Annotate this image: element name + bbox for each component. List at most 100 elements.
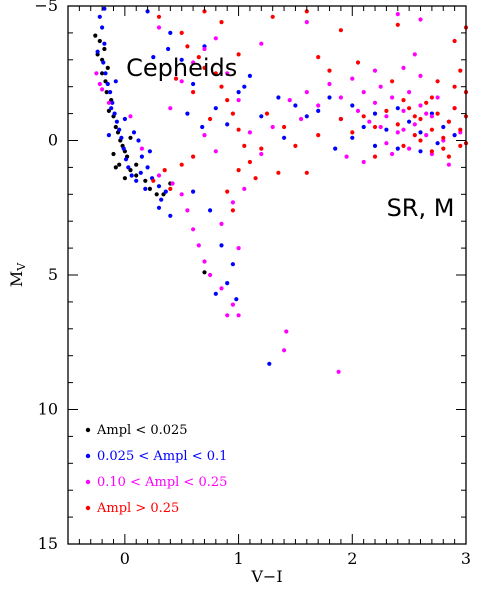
data-point bbox=[191, 81, 196, 87]
data-point bbox=[424, 111, 429, 116]
data-point bbox=[117, 127, 122, 132]
data-point bbox=[134, 178, 139, 183]
data-point bbox=[407, 90, 412, 95]
data-point bbox=[267, 361, 272, 366]
data-point bbox=[230, 208, 235, 213]
data-point bbox=[168, 30, 173, 35]
data-point bbox=[202, 270, 207, 275]
data-point bbox=[110, 100, 115, 105]
data-point bbox=[407, 106, 412, 111]
data-point bbox=[138, 170, 143, 175]
data-point bbox=[384, 141, 389, 146]
data-point bbox=[259, 151, 264, 157]
data-point bbox=[350, 103, 355, 108]
data-point bbox=[123, 157, 129, 162]
data-point bbox=[103, 71, 108, 76]
data-point bbox=[355, 60, 361, 65]
data-point bbox=[202, 133, 207, 138]
data-point bbox=[139, 146, 144, 151]
data-point bbox=[128, 114, 133, 119]
data-point bbox=[390, 95, 395, 100]
data-point bbox=[429, 127, 434, 132]
data-point bbox=[350, 130, 355, 135]
data-point bbox=[378, 84, 383, 89]
data-point bbox=[213, 106, 218, 111]
data-point bbox=[179, 192, 184, 197]
data-point bbox=[435, 111, 440, 116]
data-point bbox=[236, 313, 241, 318]
data-point bbox=[156, 173, 162, 178]
data-point bbox=[418, 149, 423, 154]
data-point bbox=[225, 281, 230, 286]
data-point bbox=[259, 41, 264, 46]
data-point bbox=[336, 369, 341, 374]
x-tick-label: 0 bbox=[120, 549, 130, 568]
data-point bbox=[111, 151, 116, 157]
y-tick-label: 15 bbox=[38, 534, 58, 553]
data-point bbox=[395, 106, 400, 111]
data-point bbox=[418, 130, 423, 135]
data-point bbox=[179, 57, 184, 62]
data-point bbox=[390, 151, 395, 157]
data-point bbox=[219, 84, 224, 89]
data-point bbox=[452, 84, 457, 89]
data-point bbox=[112, 111, 117, 116]
data-point bbox=[219, 20, 224, 25]
data-point bbox=[401, 127, 406, 132]
data-point bbox=[202, 259, 207, 264]
data-point bbox=[299, 116, 304, 122]
data-point bbox=[95, 49, 100, 54]
data-point bbox=[338, 116, 343, 122]
data-point bbox=[191, 227, 196, 232]
data-point bbox=[128, 135, 133, 140]
data-point bbox=[101, 60, 106, 65]
data-point bbox=[109, 106, 114, 111]
data-point bbox=[191, 90, 196, 95]
data-point bbox=[293, 143, 298, 148]
data-point bbox=[219, 243, 224, 248]
y-tick-label: 10 bbox=[38, 400, 58, 419]
data-point bbox=[407, 119, 412, 124]
data-point bbox=[108, 90, 113, 95]
data-point bbox=[179, 162, 184, 167]
data-point bbox=[338, 95, 343, 100]
data-point bbox=[147, 186, 152, 191]
data-point bbox=[338, 28, 343, 33]
data-point bbox=[156, 205, 162, 210]
annotations-layer: Cepheids SR, M bbox=[126, 54, 454, 222]
data-point bbox=[143, 178, 148, 183]
data-point bbox=[230, 111, 235, 116]
data-point bbox=[154, 192, 159, 197]
data-point bbox=[168, 186, 173, 191]
data-point bbox=[196, 55, 201, 60]
data-point bbox=[131, 130, 137, 135]
data-point bbox=[173, 76, 179, 81]
data-point bbox=[435, 79, 440, 84]
data-point bbox=[151, 178, 156, 183]
data-point bbox=[293, 103, 298, 108]
data-point bbox=[247, 73, 252, 78]
data-point bbox=[225, 313, 230, 318]
data-point bbox=[202, 46, 207, 52]
data-point bbox=[236, 168, 241, 173]
data-point bbox=[418, 138, 423, 143]
data-point bbox=[213, 71, 218, 76]
data-point bbox=[276, 170, 281, 175]
y-axis-label-main: M bbox=[7, 271, 26, 287]
data-point bbox=[113, 165, 118, 170]
data-point bbox=[361, 114, 366, 119]
data-point bbox=[344, 154, 349, 159]
y-axis-label: MV bbox=[7, 262, 28, 287]
data-point bbox=[355, 108, 361, 113]
data-point bbox=[458, 68, 463, 73]
data-point bbox=[100, 87, 105, 92]
data-point bbox=[259, 114, 264, 119]
data-point bbox=[270, 14, 275, 19]
data-point bbox=[191, 189, 196, 194]
data-point bbox=[247, 159, 252, 165]
data-point bbox=[327, 68, 332, 73]
data-point bbox=[327, 81, 332, 87]
data-point bbox=[367, 119, 372, 124]
ticks-layer: 0 1 2 3 −5 0 5 10 15 bbox=[34, 0, 471, 568]
